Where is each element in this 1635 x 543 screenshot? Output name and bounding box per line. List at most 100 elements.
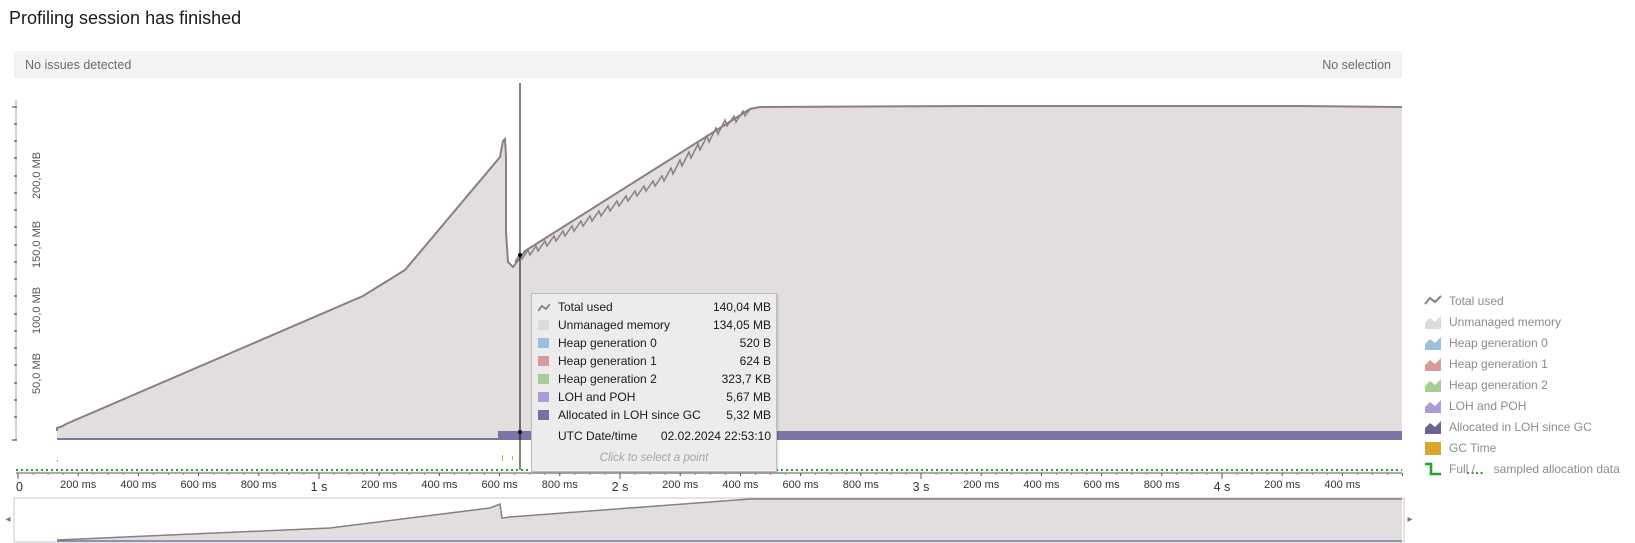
tooltip-value: 02.02.2024 22:53:10 [660,429,771,443]
cursor-marker-low [518,430,522,434]
overview-area [57,499,1402,542]
tooltip-label: UTC Date/time [558,429,638,443]
loh-allocated-band [498,431,1402,440]
legend-swatch-icon [1425,378,1441,392]
x-tick-label: 400 ms [421,479,458,491]
page-title: Profiling session has finished [9,8,242,28]
x-tick-label: 1 s [311,480,328,494]
unmanaged-memory-area [57,106,1402,440]
x-tick-label: 200 ms [60,479,97,491]
tooltip-label: Heap generation 2 [558,372,657,386]
legend-item[interactable]: Full / sampled allocation data [1425,461,1635,479]
tooltip-row: UTC Date/time 02.02.2024 22:53:10 [538,428,771,445]
hover-tooltip: Total used 140,04 MB Unmanaged memory 134,0… [531,293,777,472]
legend-label: LOH and POH [1449,399,1527,413]
tooltip-label: LOH and POH [558,390,636,404]
legend-item[interactable]: Heap generation 2 [1425,377,1635,395]
tooltip-value: 140,04 MB [712,300,771,314]
x-tick-label: 800 ms [1144,479,1181,491]
overview-line [56,498,1402,541]
legend-label: Heap generation 2 [1449,378,1548,392]
y-tick-label: 50,0 MB [31,353,43,394]
x-tick-label: 0 [16,480,23,494]
legend-item[interactable]: Heap generation 1 [1425,356,1635,374]
legend-swatch-icon [1425,336,1441,350]
gc-time-marker [512,456,513,460]
x-tick-label: 200 ms [1264,479,1301,491]
tooltip-row: Allocated in LOH since GC 5,32 MB [538,407,771,424]
y-axis-ticks [12,106,17,441]
series-swatch-icon [538,356,549,366]
legend-item[interactable]: Heap generation 0 [1425,335,1635,353]
tooltip-label: Heap generation 0 [558,336,657,350]
gc-time-marker [57,460,58,462]
x-tick-label: 600 ms [1084,479,1121,491]
legend-item[interactable]: Unmanaged memory [1425,314,1635,332]
legend-label: Heap generation 0 [1449,336,1548,350]
x-tick-label: 200 ms [361,479,398,491]
x-tick-label: 800 ms [843,479,880,491]
series-swatch-icon [538,410,549,420]
y-tick-label: 150,0 MB [31,221,43,268]
tooltip-value: 323,7 KB [721,372,771,386]
x-tick-label: 400 ms [1324,479,1361,491]
x-tick-label: 600 ms [181,479,218,491]
scroll-left-icon[interactable]: ◂ [5,514,11,525]
legend-label: GC Time [1449,441,1497,455]
x-tick-label: 200 ms [963,479,1000,491]
legend-item[interactable]: Total used [1424,293,1635,311]
legend-swatch-icon [1425,462,1485,476]
series-swatch-icon [538,320,549,330]
selection-status: No selection [1322,58,1391,72]
legend-swatch-icon [1425,420,1441,434]
gc-time-marker [502,455,503,461]
legend-label: Full / sampled allocation data [1449,462,1620,476]
x-tick-label: 600 ms [482,479,519,491]
x-tick-label: 400 ms [120,479,157,491]
x-tick-label: 2 s [612,480,629,494]
tooltip-row: Heap generation 0 520 B [538,335,771,352]
legend-swatch-icon [1425,399,1441,413]
tooltip-row: Heap generation 1 624 B [538,353,771,370]
legend-label: Allocated in LOH since GC [1449,420,1592,434]
x-axis-ticks: 0 200 ms 400 ms 600 ms 800 ms 1 s 200 ms 400 ms… [16,473,1404,494]
issues-bar: No issues detected No selection [14,51,1402,78]
x-tick-label: 4 s [1214,480,1231,494]
x-tick-label: 800 ms [542,479,579,491]
series-swatch-icon [538,338,549,348]
legend-swatch-icon [1425,441,1441,455]
scroll-right-icon[interactable]: ▸ [1407,514,1413,525]
tooltip-value: 520 B [739,336,771,350]
x-tick-label: 400 ms [722,479,759,491]
legend-label: Unmanaged memory [1449,315,1562,329]
tooltip-row: LOH and POH 5,67 MB [538,389,771,406]
x-tick-label: 800 ms [241,479,278,491]
tooltip-label: Heap generation 1 [558,354,657,368]
total-used-swatch-icon [537,302,551,312]
legend-item[interactable]: GC Time [1425,440,1635,458]
y-tick-label: 100,0 MB [31,287,43,334]
total-used-sawtooth [514,108,751,263]
issues-status[interactable]: No issues detected [25,58,132,72]
tooltip-row: Heap generation 2 323,7 KB [538,371,771,388]
tooltip-label: Unmanaged memory [558,318,671,332]
legend-swatch-icon [1424,294,1442,308]
cursor-marker [518,253,522,257]
legend-label: Heap generation 1 [1449,357,1548,371]
total-used-line [56,105,1403,431]
tooltip-value: 134,05 MB [712,318,771,332]
x-tick-label: 400 ms [1023,479,1060,491]
legend-swatch-icon [1425,357,1441,371]
tooltip-row: Unmanaged memory 134,05 MB [538,317,771,334]
x-tick-label: 200 ms [662,479,699,491]
legend-swatch-icon [1425,315,1441,329]
legend-item[interactable]: Allocated in LOH since GC [1425,419,1635,437]
tooltip-value: 5,67 MB [726,390,771,404]
legend-item[interactable]: LOH and POH [1425,398,1635,416]
series-swatch-icon [538,374,549,384]
series-swatch-icon [538,392,549,402]
tooltip-hint[interactable]: Click to select a point [599,452,709,464]
y-tick-label: 200,0 MB [31,152,43,199]
legend-label: Total used [1449,294,1504,308]
